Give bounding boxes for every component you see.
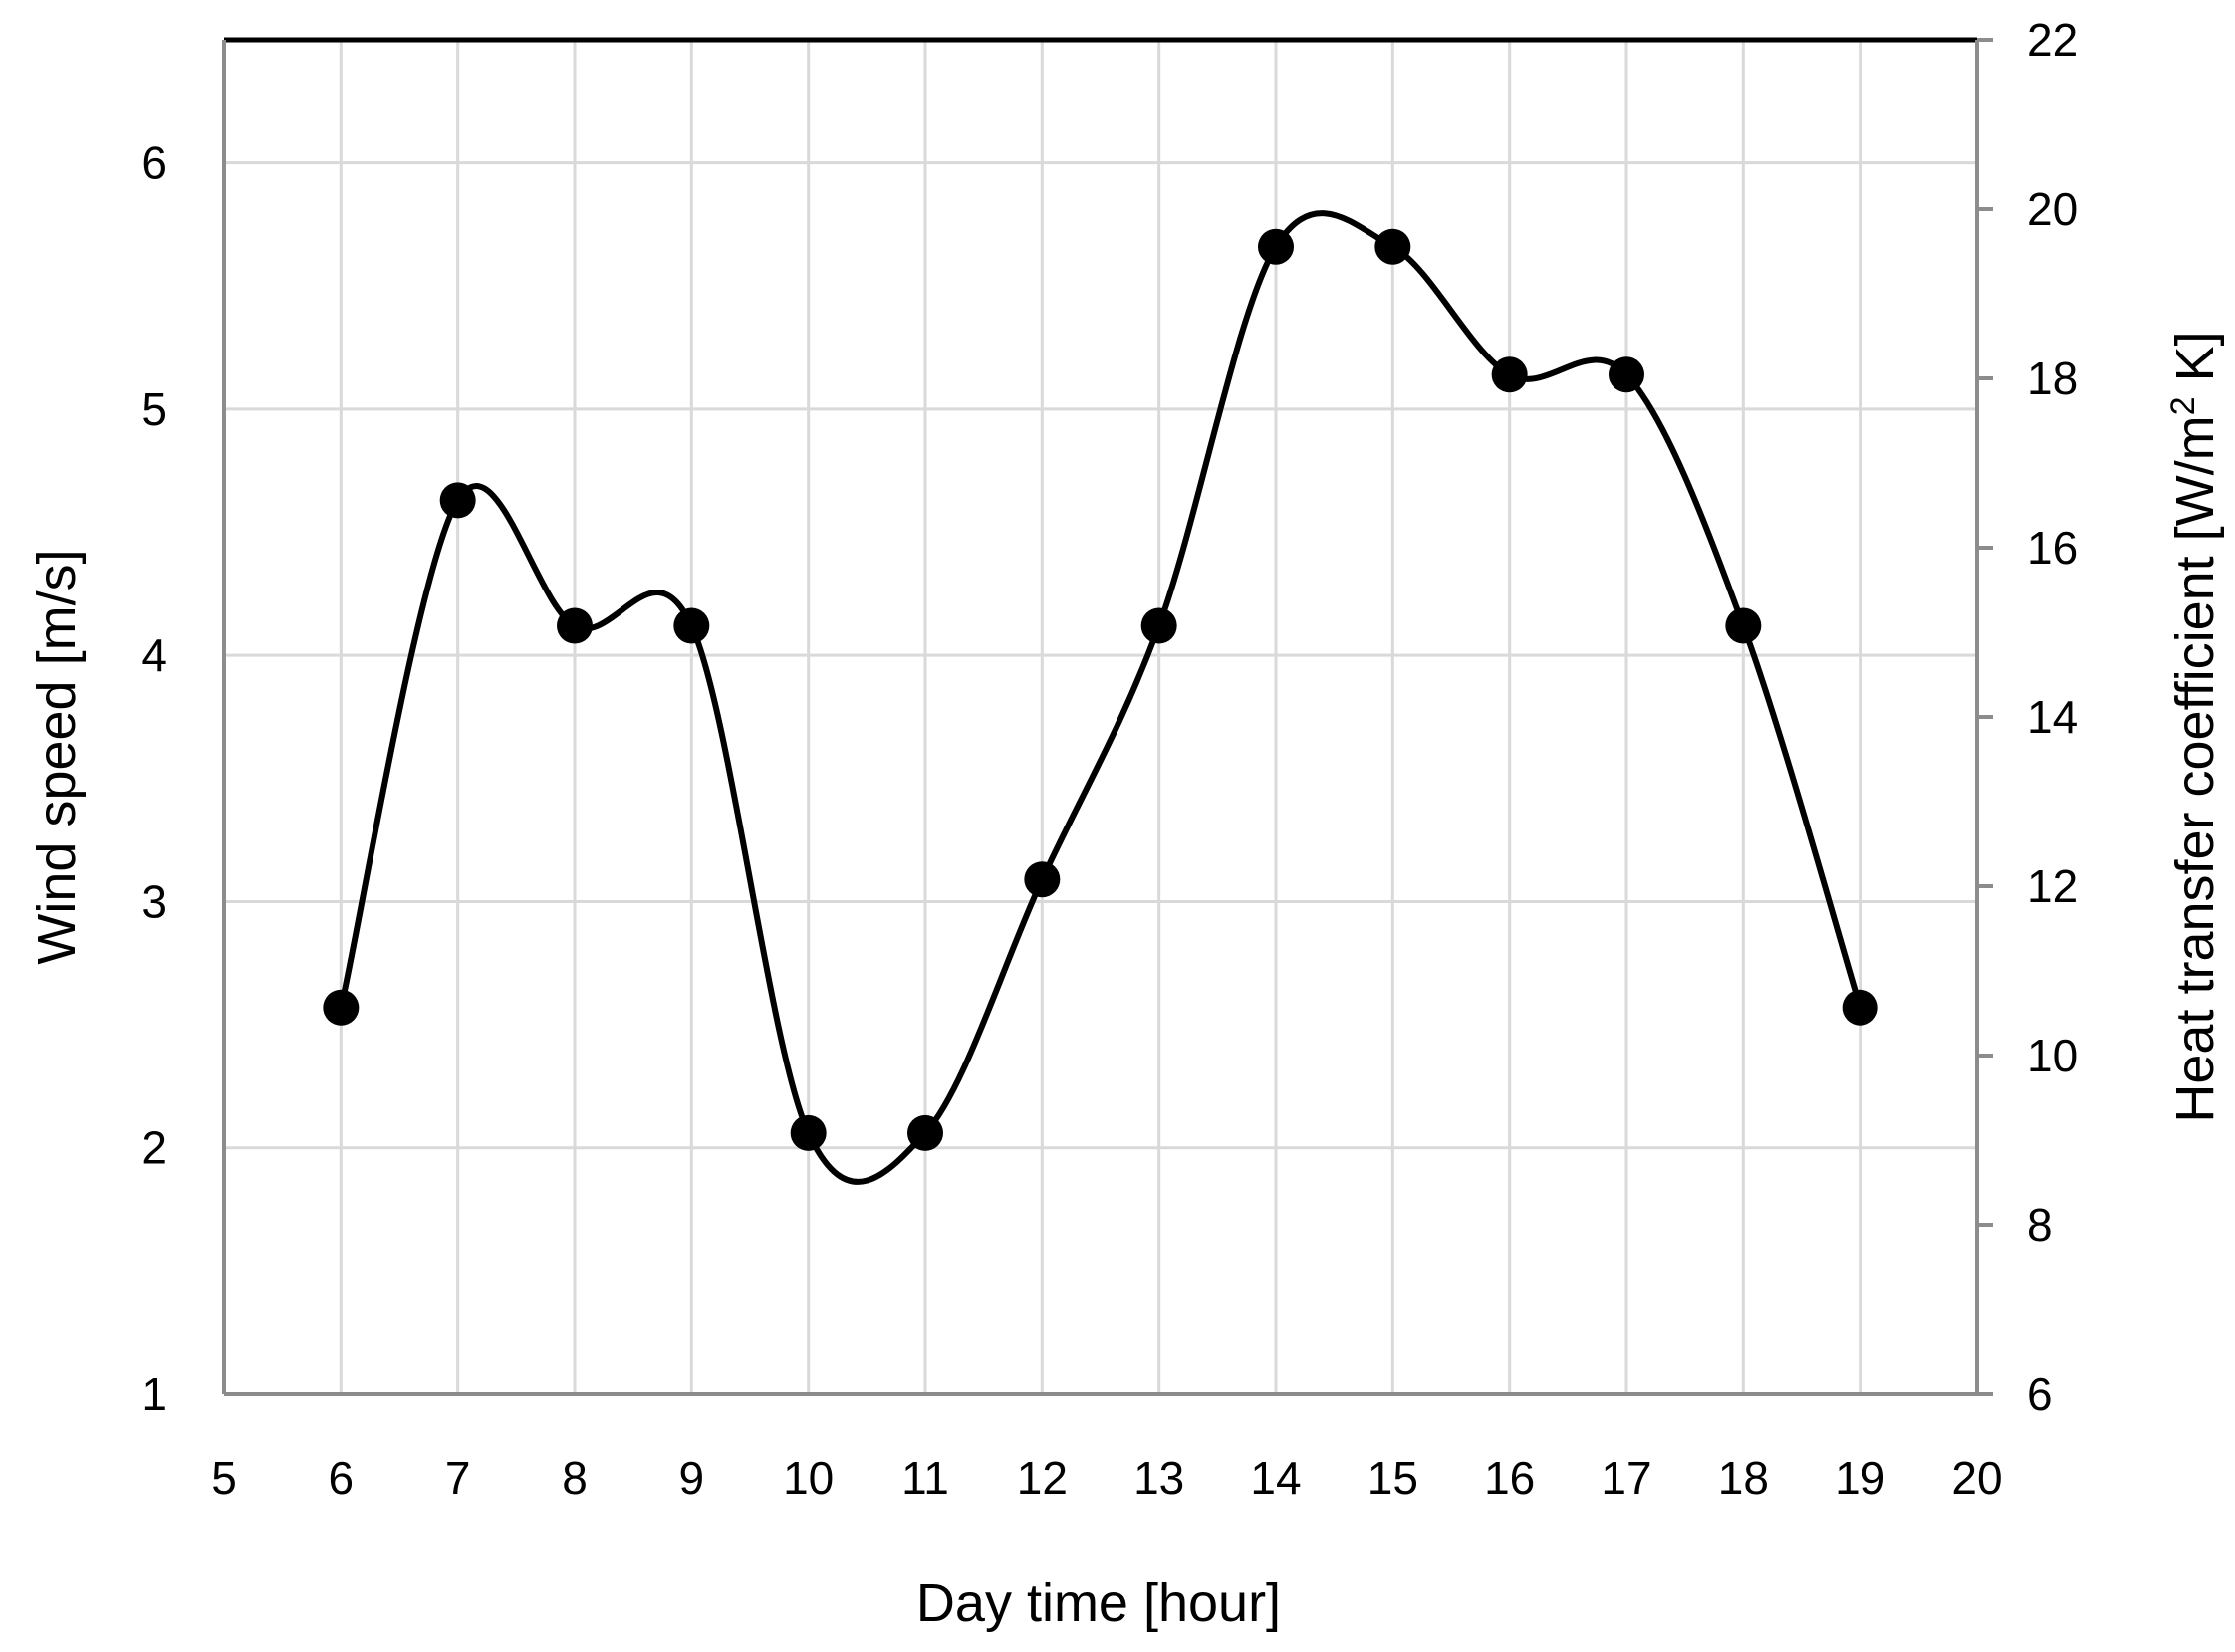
y-tick-label: 2 (141, 1122, 167, 1174)
x-tick-label: 8 (562, 1452, 588, 1504)
y-tick-label: 4 (141, 629, 167, 681)
x-tick-label: 14 (1250, 1452, 1301, 1504)
y2-tick-label: 16 (2027, 522, 2078, 574)
data-point (1258, 228, 1294, 265)
x-tick-label: 16 (1484, 1452, 1535, 1504)
data-point (673, 607, 710, 644)
y2-axis-title-sup: 2 (2164, 396, 2202, 415)
x-tick-label: 19 (1835, 1452, 1885, 1504)
x-tick-label: 9 (679, 1452, 705, 1504)
data-point (323, 989, 360, 1026)
x-axis-title: Day time [hour] (916, 1573, 1281, 1633)
y2-axis-title-end: K] (2165, 331, 2225, 396)
data-point (790, 1114, 827, 1151)
x-tick-label: 5 (211, 1452, 237, 1504)
y2-tick-label: 6 (2027, 1368, 2053, 1420)
y-tick-label: 3 (141, 875, 167, 927)
data-point (1024, 861, 1061, 898)
y2-tick-label: 20 (2027, 183, 2078, 235)
x-tick-label: 13 (1133, 1452, 1184, 1504)
y2-tick-label: 22 (2027, 14, 2078, 66)
axes (222, 37, 1993, 1396)
data-point (1842, 989, 1878, 1026)
series-group (323, 210, 1878, 1185)
x-tick-label: 7 (445, 1452, 471, 1504)
grid (224, 40, 1979, 1394)
y2-tick-label: 18 (2027, 353, 2078, 404)
y2-axis-title-main: Heat transfer coefficient [W/m (2165, 415, 2225, 1122)
y-tick-label: 6 (141, 137, 167, 189)
data-point (1140, 607, 1177, 644)
x-tick-label: 10 (783, 1452, 834, 1504)
data-point (1609, 356, 1644, 393)
data-point (907, 1114, 943, 1151)
x-tick-label: 6 (329, 1452, 355, 1504)
data-point (439, 482, 476, 519)
x-tick-label: 18 (1718, 1452, 1769, 1504)
y2-tick-label: 8 (2027, 1199, 2053, 1251)
x-tick-label: 15 (1367, 1452, 1418, 1504)
data-point (1374, 228, 1411, 265)
data-point (1491, 356, 1528, 393)
y2-tick-label: 14 (2027, 691, 2078, 743)
x-tick-label: 11 (901, 1452, 949, 1504)
data-point (1725, 607, 1762, 644)
y-tick-label: 5 (141, 383, 167, 435)
x-tick-label: 12 (1017, 1452, 1068, 1504)
y-axis-title: Wind speed [m/s] (27, 549, 87, 964)
data-point (557, 607, 593, 644)
x-tick-label: 20 (1951, 1452, 2002, 1504)
y2-tick-label: 10 (2027, 1030, 2078, 1081)
y2-tick-label: 12 (2027, 860, 2078, 912)
tick-labels: 5 6 7 8 9 10 11 12 13 14 15 16 17 18 19 201234566810121… (141, 14, 2078, 1504)
y2-axis-title: Heat transfer coefficient [W/m2 K] (2164, 331, 2225, 1122)
x-tick-label: 17 (1601, 1452, 1651, 1504)
y-tick-label: 1 (141, 1368, 167, 1420)
